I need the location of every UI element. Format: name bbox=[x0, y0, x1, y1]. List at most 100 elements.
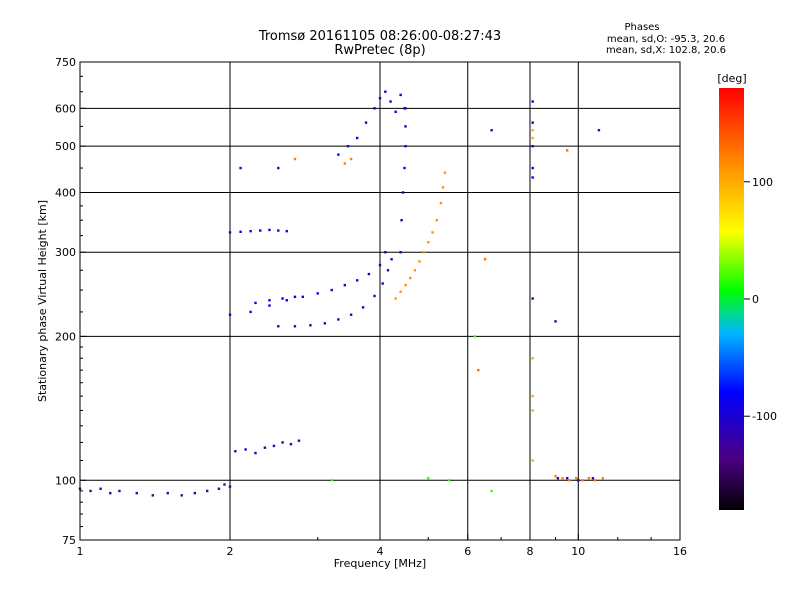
data-point bbox=[205, 489, 209, 493]
data-point bbox=[277, 166, 280, 170]
data-point bbox=[422, 251, 426, 254]
data-point bbox=[427, 477, 430, 480]
data-point bbox=[399, 290, 402, 293]
data-point bbox=[272, 444, 276, 448]
x-tick-label: 16 bbox=[673, 545, 687, 558]
data-point bbox=[349, 313, 353, 316]
colorbar bbox=[719, 88, 744, 510]
data-point bbox=[574, 477, 578, 480]
data-point bbox=[367, 272, 371, 276]
data-point bbox=[435, 219, 438, 222]
y-tick-label: 75 bbox=[62, 534, 76, 547]
data-point bbox=[601, 477, 605, 480]
data-point bbox=[346, 144, 350, 148]
data-point bbox=[228, 485, 232, 488]
data-point bbox=[355, 136, 359, 140]
chart-subtitle: RwPretec (8p) bbox=[334, 43, 425, 58]
data-point bbox=[293, 295, 297, 299]
data-point bbox=[293, 325, 297, 328]
data-point bbox=[254, 451, 257, 455]
x-tick-label: 8 bbox=[527, 545, 534, 558]
data-point bbox=[443, 171, 447, 174]
y-tick-label: 400 bbox=[55, 186, 76, 199]
data-point bbox=[349, 157, 353, 161]
data-point bbox=[217, 487, 221, 490]
data-point bbox=[249, 229, 252, 233]
data-point bbox=[394, 110, 397, 114]
data-point bbox=[404, 283, 407, 287]
data-point bbox=[531, 297, 534, 300]
data-point bbox=[249, 310, 252, 314]
data-point bbox=[399, 93, 402, 97]
data-point bbox=[477, 368, 480, 372]
data-point bbox=[473, 335, 477, 338]
x-tick-label: 2 bbox=[227, 545, 234, 558]
data-point bbox=[593, 479, 597, 482]
data-point bbox=[581, 479, 584, 482]
data-point bbox=[343, 162, 347, 165]
data-point bbox=[554, 474, 557, 478]
data-point bbox=[337, 318, 340, 321]
data-point bbox=[268, 228, 271, 232]
data-point bbox=[285, 299, 288, 302]
data-points bbox=[78, 90, 605, 497]
data-point bbox=[565, 149, 569, 152]
data-point bbox=[268, 299, 271, 302]
data-point bbox=[531, 166, 534, 170]
data-point bbox=[591, 477, 595, 480]
data-point bbox=[427, 240, 430, 244]
data-point bbox=[447, 479, 451, 482]
data-point bbox=[223, 483, 226, 486]
data-point bbox=[135, 491, 138, 495]
x-axis-label: Frequency [MHz] bbox=[334, 557, 426, 570]
data-point bbox=[244, 448, 247, 451]
y-axis-ticks: 75 100 200 300 400 500 600 750 bbox=[55, 56, 86, 547]
data-point bbox=[597, 128, 601, 132]
data-point bbox=[285, 229, 288, 233]
y-tick-label: 200 bbox=[55, 330, 76, 343]
data-point bbox=[531, 459, 534, 462]
data-point bbox=[364, 121, 368, 124]
data-point bbox=[554, 320, 557, 323]
data-point bbox=[378, 96, 382, 100]
y-tick-label: 600 bbox=[55, 102, 76, 115]
data-point bbox=[268, 304, 271, 307]
data-point bbox=[531, 144, 534, 148]
data-point bbox=[301, 295, 305, 299]
data-point bbox=[561, 477, 564, 480]
phases-x-stats: mean, sd,X: 102.8, 20.6 bbox=[606, 45, 726, 56]
data-point bbox=[309, 324, 312, 327]
data-point bbox=[577, 479, 580, 482]
chart-title: Tromsø 20161105 08:26:00-08:27:43 bbox=[258, 29, 501, 44]
data-point bbox=[277, 229, 280, 232]
data-point bbox=[441, 186, 445, 189]
data-point bbox=[531, 176, 534, 179]
data-point bbox=[404, 125, 407, 128]
data-point bbox=[409, 276, 412, 280]
data-point bbox=[404, 144, 407, 148]
data-point bbox=[259, 229, 262, 232]
colorbar-label: [deg] bbox=[717, 72, 746, 85]
data-point bbox=[337, 153, 340, 156]
x-axis-ticks: 1 2 4 6 8 10 16 bbox=[77, 534, 687, 558]
data-point bbox=[373, 107, 376, 110]
data-point bbox=[394, 297, 397, 300]
data-point bbox=[109, 491, 112, 495]
data-point bbox=[531, 121, 534, 124]
data-point bbox=[401, 191, 405, 194]
phases-title: Phases bbox=[624, 22, 659, 33]
data-point bbox=[386, 269, 390, 272]
x-tick-label: 1 bbox=[77, 545, 84, 558]
data-point bbox=[400, 219, 403, 222]
data-point bbox=[330, 288, 333, 292]
data-point bbox=[234, 450, 237, 453]
x-tick-label: 6 bbox=[464, 545, 471, 558]
data-point bbox=[568, 479, 571, 482]
data-point bbox=[531, 100, 534, 103]
data-point bbox=[228, 231, 232, 234]
data-point bbox=[439, 201, 443, 205]
data-point bbox=[277, 325, 280, 328]
data-point bbox=[355, 279, 359, 282]
x-tick-label: 4 bbox=[377, 545, 384, 558]
data-point bbox=[403, 166, 406, 170]
